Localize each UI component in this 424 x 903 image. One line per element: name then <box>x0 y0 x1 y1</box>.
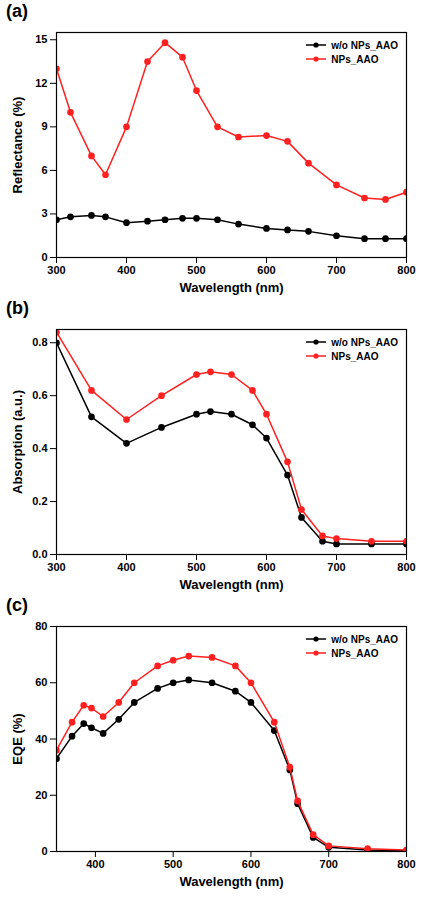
svg-text:600: 600 <box>242 858 260 870</box>
svg-text:800: 800 <box>397 264 415 276</box>
html-text:(b): (b) <box>6 298 29 318</box>
svg-text:0.0: 0.0 <box>32 548 47 560</box>
svg-text:0.4: 0.4 <box>32 442 48 454</box>
svg-text:Wavelength (nm): Wavelength (nm) <box>179 280 283 295</box>
svg-text:Reflectance (%): Reflectance (%) <box>10 97 25 194</box>
svg-text:0.2: 0.2 <box>32 495 47 507</box>
svg-text:12: 12 <box>35 77 47 89</box>
svg-text:Wavelength (nm): Wavelength (nm) <box>179 874 283 889</box>
svg-text:500: 500 <box>187 561 205 573</box>
html-text:NPs_AAO: NPs_AAO <box>331 350 379 362</box>
svg-text:Absorption (a.u.): Absorption (a.u.) <box>10 390 25 494</box>
svg-text:700: 700 <box>327 561 345 573</box>
html-text:w/o NPs_AAO: w/o NPs_AAO <box>331 633 398 645</box>
svg-text:400: 400 <box>86 858 104 870</box>
svg-text:800: 800 <box>397 561 415 573</box>
svg-text:20: 20 <box>35 789 47 801</box>
svg-text:80: 80 <box>35 620 47 632</box>
svg-text:40: 40 <box>35 733 47 745</box>
html-text:(c): (c) <box>6 595 28 615</box>
html-text:NPs_AAO: NPs_AAO <box>331 53 379 65</box>
svg-text:400: 400 <box>117 561 135 573</box>
svg-text:Wavelength (nm): Wavelength (nm) <box>179 577 283 592</box>
html-text:w/o NPs_AAO: w/o NPs_AAO <box>331 336 398 348</box>
svg-text:500: 500 <box>164 858 182 870</box>
svg-text:300: 300 <box>47 561 65 573</box>
svg-text:0.8: 0.8 <box>32 336 47 348</box>
svg-text:400: 400 <box>117 264 135 276</box>
svg-text:600: 600 <box>257 561 275 573</box>
svg-text:EQE (%): EQE (%) <box>10 713 25 764</box>
svg-text:3: 3 <box>41 207 47 219</box>
svg-text:15: 15 <box>35 33 47 45</box>
svg-text:800: 800 <box>397 858 415 870</box>
svg-text:0.6: 0.6 <box>32 389 47 401</box>
svg-text:300: 300 <box>47 264 65 276</box>
svg-text:500: 500 <box>187 264 205 276</box>
svg-text:9: 9 <box>41 120 47 132</box>
svg-text:6: 6 <box>41 164 47 176</box>
html-text:NPs_AAO: NPs_AAO <box>331 647 379 659</box>
svg-text:700: 700 <box>320 858 338 870</box>
html-text:(a): (a) <box>6 1 28 21</box>
svg-text:60: 60 <box>35 676 47 688</box>
svg-text:0: 0 <box>41 845 47 857</box>
html-text:w/o NPs_AAO: w/o NPs_AAO <box>331 39 398 51</box>
svg-text:600: 600 <box>257 264 275 276</box>
svg-text:700: 700 <box>327 264 345 276</box>
svg-text:0: 0 <box>41 251 47 263</box>
